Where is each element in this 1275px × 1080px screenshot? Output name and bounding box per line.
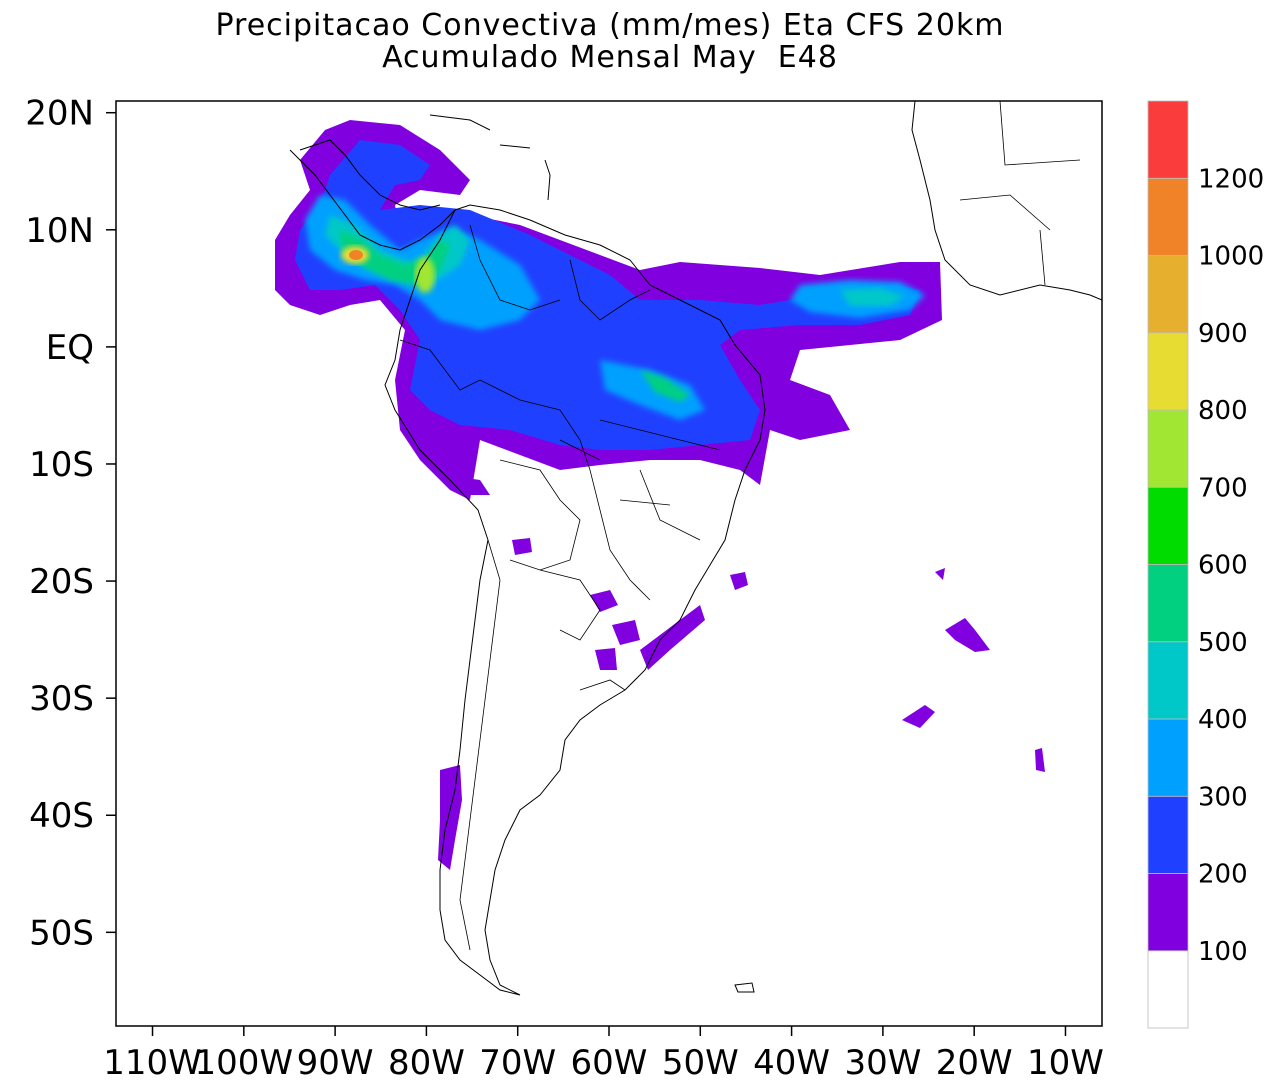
border-guianas [569, 259, 651, 321]
colorbar: 100 200 300 400 500 600 700 800 900 1000 1200 [1147, 100, 1264, 1029]
precip-peak-lime [415, 257, 435, 293]
latitude-axis: 20N 10N EQ 10S 20S 30S 40S 50S [25, 94, 116, 953]
lat-tick-label-7: 50S [29, 913, 94, 953]
lon-tick-label-5: 60W [571, 1043, 648, 1080]
africa-coastline [911, 101, 1102, 301]
central-america-coastline [289, 139, 456, 251]
precip-region-teal-east [840, 288, 905, 306]
colorbar-swatch-8 [1147, 332, 1189, 411]
precip-region-green-coast [640, 370, 690, 402]
colorbar-swatch-7 [1147, 409, 1189, 488]
caribbean-islands [429, 114, 551, 201]
colorbar-swatch-1 [1147, 873, 1189, 952]
colorbar-label-8: 900 [1198, 319, 1248, 349]
brazil-states [559, 419, 721, 541]
lat-tick-label-3: 10S [29, 445, 94, 485]
lat-tick-label-0: 20N [25, 94, 94, 134]
lat-tick-label-4: 20S [29, 562, 94, 602]
colorbar-swatch-10 [1147, 177, 1189, 256]
colorbar-label-10: 1200 [1198, 164, 1264, 194]
colorbar-label-4: 500 [1198, 628, 1248, 658]
lon-tick-label-7: 40W [753, 1043, 830, 1080]
colorbar-swatch-0 [1147, 950, 1189, 1029]
precip-region-lightblue-coast [600, 360, 705, 420]
country-borders [399, 101, 1081, 951]
lon-tick-label-2: 90W [297, 1043, 374, 1080]
lon-tick-label-3: 80W [388, 1043, 465, 1080]
precip-cell-atlantic-3 [1035, 748, 1045, 772]
border-peru-ecuador [399, 339, 481, 391]
colorbar-swatch-5 [1147, 564, 1189, 643]
precip-cell-south-brazil-1 [590, 590, 618, 612]
lon-tick-label-9: 20W [936, 1043, 1013, 1080]
border-brazil-west [479, 379, 651, 601]
lat-tick-label-2: EQ [46, 328, 94, 368]
map-content [275, 101, 1102, 996]
border-paraguay [539, 569, 601, 641]
colorbar-label-7: 800 [1198, 396, 1248, 426]
colorbar-swatch-6 [1147, 486, 1189, 565]
colorbar-swatch-9 [1147, 255, 1189, 334]
colorbar-label-9: 1000 [1198, 242, 1264, 272]
precip-cell-southeast-coast [640, 605, 705, 670]
lon-tick-label-1: 100W [195, 1043, 294, 1080]
lon-tick-label-4: 70W [479, 1043, 556, 1080]
colorbar-label-2: 300 [1198, 782, 1248, 812]
colorbar-swatch-4 [1147, 641, 1189, 720]
lon-tick-label-10: 10W [1027, 1043, 1104, 1080]
precip-cell-atlantic-4 [935, 568, 945, 580]
precip-cell-andes [512, 538, 532, 555]
precip-cell-atlantic-1 [945, 618, 990, 652]
title-line-2: Acumulado Mensal May E48 [382, 40, 838, 75]
lon-tick-label-8: 30W [844, 1043, 921, 1080]
falklands [734, 982, 755, 993]
colorbar-swatch-11 [1147, 100, 1189, 179]
lat-tick-label-5: 30S [29, 679, 94, 719]
colorbar-label-0: 100 [1198, 937, 1248, 967]
title-line-1: Precipitacao Convectiva (mm/mes) Eta CFS… [215, 8, 1005, 43]
precip-cell-atlantic-2 [902, 705, 935, 728]
colorbar-label-3: 400 [1198, 705, 1248, 735]
africa-borders [959, 101, 1081, 286]
chart-title: Precipitacao Convectiva (mm/mes) Eta CFS… [0, 10, 1220, 74]
coastlines [289, 101, 1102, 996]
lat-tick-label-1: 10N [25, 211, 94, 251]
precip-cell-south-brazil-2 [612, 620, 640, 645]
precip-cell-peru-coast [445, 475, 490, 495]
colorbar-label-6: 700 [1198, 473, 1248, 503]
border-colombia-venezuela [469, 224, 561, 311]
border-uruguay [579, 679, 626, 691]
precip-cell-east-coast [730, 572, 748, 590]
lon-tick-label-6: 50W [662, 1043, 739, 1080]
map-frame-background [116, 101, 1102, 1026]
south-america-coastline [384, 204, 766, 996]
precip-peak-orange [349, 250, 363, 260]
precip-cell-south-brazil-3 [595, 648, 617, 670]
precip-cell-sa-south [438, 765, 462, 870]
colorbar-label-1: 200 [1198, 860, 1248, 890]
colorbar-swatch-3 [1147, 718, 1189, 797]
border-argentina-chile [459, 539, 501, 951]
precipitation-fields [275, 120, 1045, 870]
lon-tick-label-0: 110W [103, 1043, 202, 1080]
colorbar-label-5: 600 [1198, 551, 1248, 581]
colorbar-swatch-2 [1147, 795, 1189, 874]
lat-tick-label-6: 40S [29, 796, 94, 836]
